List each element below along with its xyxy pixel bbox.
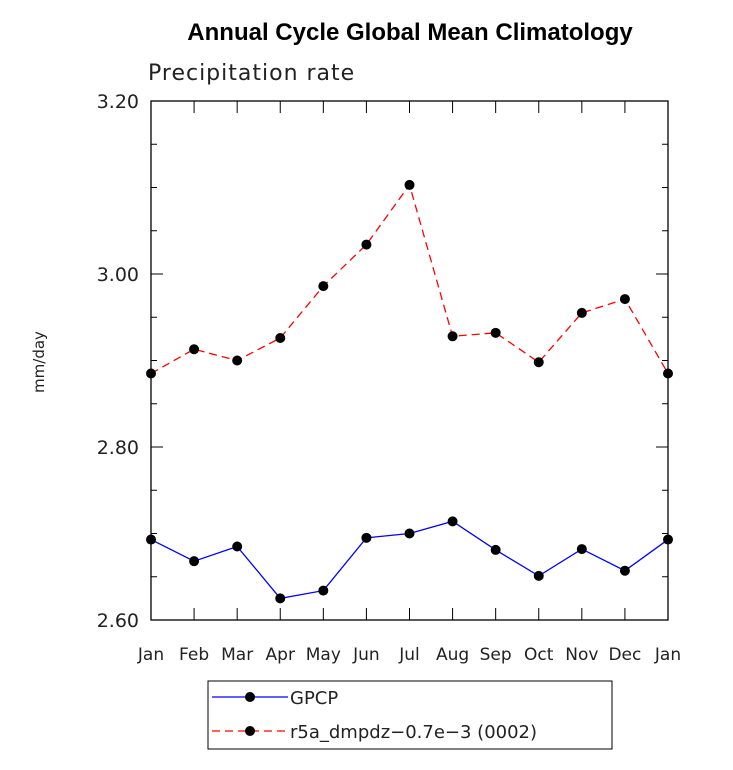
chart-subtitle: Precipitation rate [148, 61, 355, 86]
y-tick-label: 3.20 [97, 91, 139, 113]
data-point [533, 570, 544, 581]
data-point [232, 355, 243, 366]
x-tick-label: Nov [565, 645, 598, 665]
data-point [318, 281, 329, 292]
data-point [189, 344, 200, 355]
legend: GPCP r5a_dmpdz−0.7e−3 (0002) [207, 680, 613, 750]
legend-marker-gpcp [245, 692, 255, 702]
chart-title: Annual Cycle Global Mean Climatology [187, 19, 633, 46]
x-tick-label: Apr [266, 645, 295, 665]
data-point [447, 516, 458, 527]
y-tick-label: 2.80 [97, 437, 139, 459]
data-point [619, 565, 630, 576]
data-point [232, 541, 243, 552]
data-point [189, 556, 200, 567]
data-point [663, 534, 673, 545]
x-tick-label: Jan [137, 645, 164, 665]
data-point [318, 585, 329, 596]
x-tick-label: Dec [608, 645, 641, 665]
y-axis-label: mm/day [30, 331, 48, 393]
series-line-1 [150, 183, 669, 375]
data-point [663, 368, 673, 379]
data-point [275, 333, 286, 344]
data-point [447, 331, 458, 342]
legend-label-gpcp: GPCP [290, 688, 338, 709]
y-tick-label: 3.00 [97, 264, 139, 286]
x-tick-label: Sep [480, 645, 512, 665]
x-tick-label: Jan [654, 645, 681, 665]
plot-frame [150, 100, 669, 621]
data-point [404, 528, 415, 539]
legend-box [207, 680, 613, 750]
series-layer [146, 179, 673, 604]
x-tick-label: Mar [221, 645, 253, 665]
legend-label-model: r5a_dmpdz−0.7e−3 (0002) [290, 722, 537, 743]
x-tick-label: Oct [524, 645, 554, 665]
data-point [275, 593, 286, 604]
data-point [361, 532, 372, 543]
legend-marker-model [245, 726, 255, 736]
x-tick-label: Aug [436, 645, 469, 665]
y-tick-label: 2.60 [97, 610, 139, 632]
data-point [490, 544, 501, 555]
x-tick-label: May [306, 645, 341, 665]
axes: 2.60 2.80 3.00 3.20 Jan Feb Mar Apr May Jun Jul Aug… [97, 91, 681, 665]
x-tick-label: Jun [352, 645, 380, 665]
data-point [490, 327, 501, 338]
data-point [533, 357, 544, 368]
data-point [146, 534, 156, 545]
data-point [146, 368, 156, 379]
data-point [619, 294, 630, 305]
x-tick-label: Jul [398, 645, 420, 665]
x-tick-label: Feb [179, 645, 209, 665]
data-point [576, 307, 587, 318]
data-point [361, 239, 372, 250]
data-point [404, 179, 415, 190]
data-point [576, 544, 587, 555]
